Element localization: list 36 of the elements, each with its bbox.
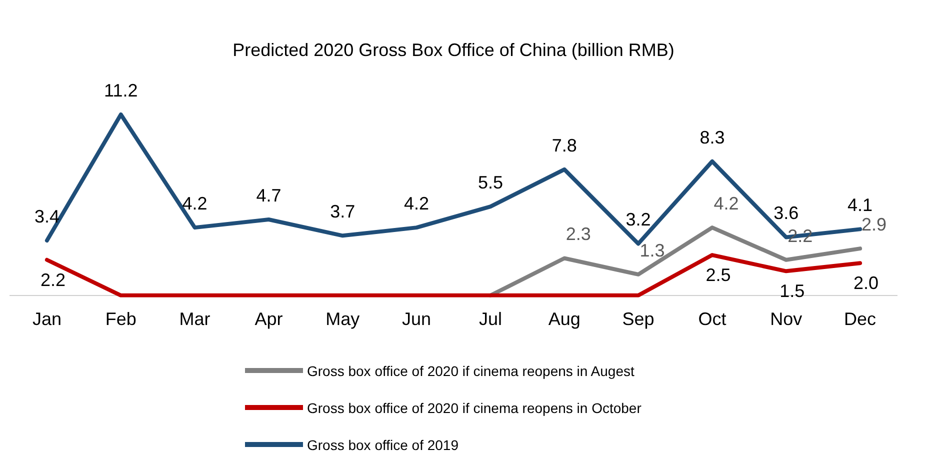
data-label: 2.9 xyxy=(862,214,887,235)
x-tick-label: Oct xyxy=(698,309,726,330)
data-label: 2.3 xyxy=(566,224,591,244)
x-tick-label: Apr xyxy=(254,309,283,330)
data-label: 4.2 xyxy=(714,194,739,214)
data-label: 11.2 xyxy=(104,80,138,100)
data-label: 5.5 xyxy=(478,172,503,193)
legend-label: Gross box office of 2020 if cinema reopens in October xyxy=(307,400,642,416)
x-tick-label: Jul xyxy=(478,309,502,330)
x-tick-label: Jun xyxy=(402,309,432,330)
data-label: 8.3 xyxy=(700,127,725,148)
data-label: 7.8 xyxy=(552,135,577,156)
x-tick-label: Sep xyxy=(622,309,654,330)
data-label: 3.7 xyxy=(330,202,356,222)
data-label: 3.2 xyxy=(626,210,651,230)
data-label: 4.1 xyxy=(848,195,873,216)
data-label: 3.6 xyxy=(774,203,799,224)
data-label: 2.5 xyxy=(706,264,731,285)
x-tick-label: Dec xyxy=(844,309,876,330)
data-label: 4.2 xyxy=(404,194,430,214)
x-tick-label: Mar xyxy=(179,309,210,330)
x-tick-label: May xyxy=(326,309,360,330)
x-tick-label: Jan xyxy=(32,309,62,330)
legend-label: Gross box office of 2019 xyxy=(307,436,458,452)
data-label: 1.3 xyxy=(640,240,665,260)
data-label: 2.0 xyxy=(854,273,879,294)
data-label: 1.5 xyxy=(780,281,805,302)
data-label: 3.4 xyxy=(34,206,60,226)
chart-title: Predicted 2020 Gross Box Office of China (billion RMB) xyxy=(232,40,674,60)
legend-label: Gross box office of 2020 if cinema reopens in Augest xyxy=(307,362,634,378)
x-tick-label: Nov xyxy=(770,309,802,330)
x-tick-label: Aug xyxy=(548,309,580,330)
data-label: 2.2 xyxy=(40,270,66,290)
data-label: 4.2 xyxy=(182,194,208,214)
x-tick-label: Feb xyxy=(105,309,136,330)
data-label: 4.7 xyxy=(256,185,282,206)
